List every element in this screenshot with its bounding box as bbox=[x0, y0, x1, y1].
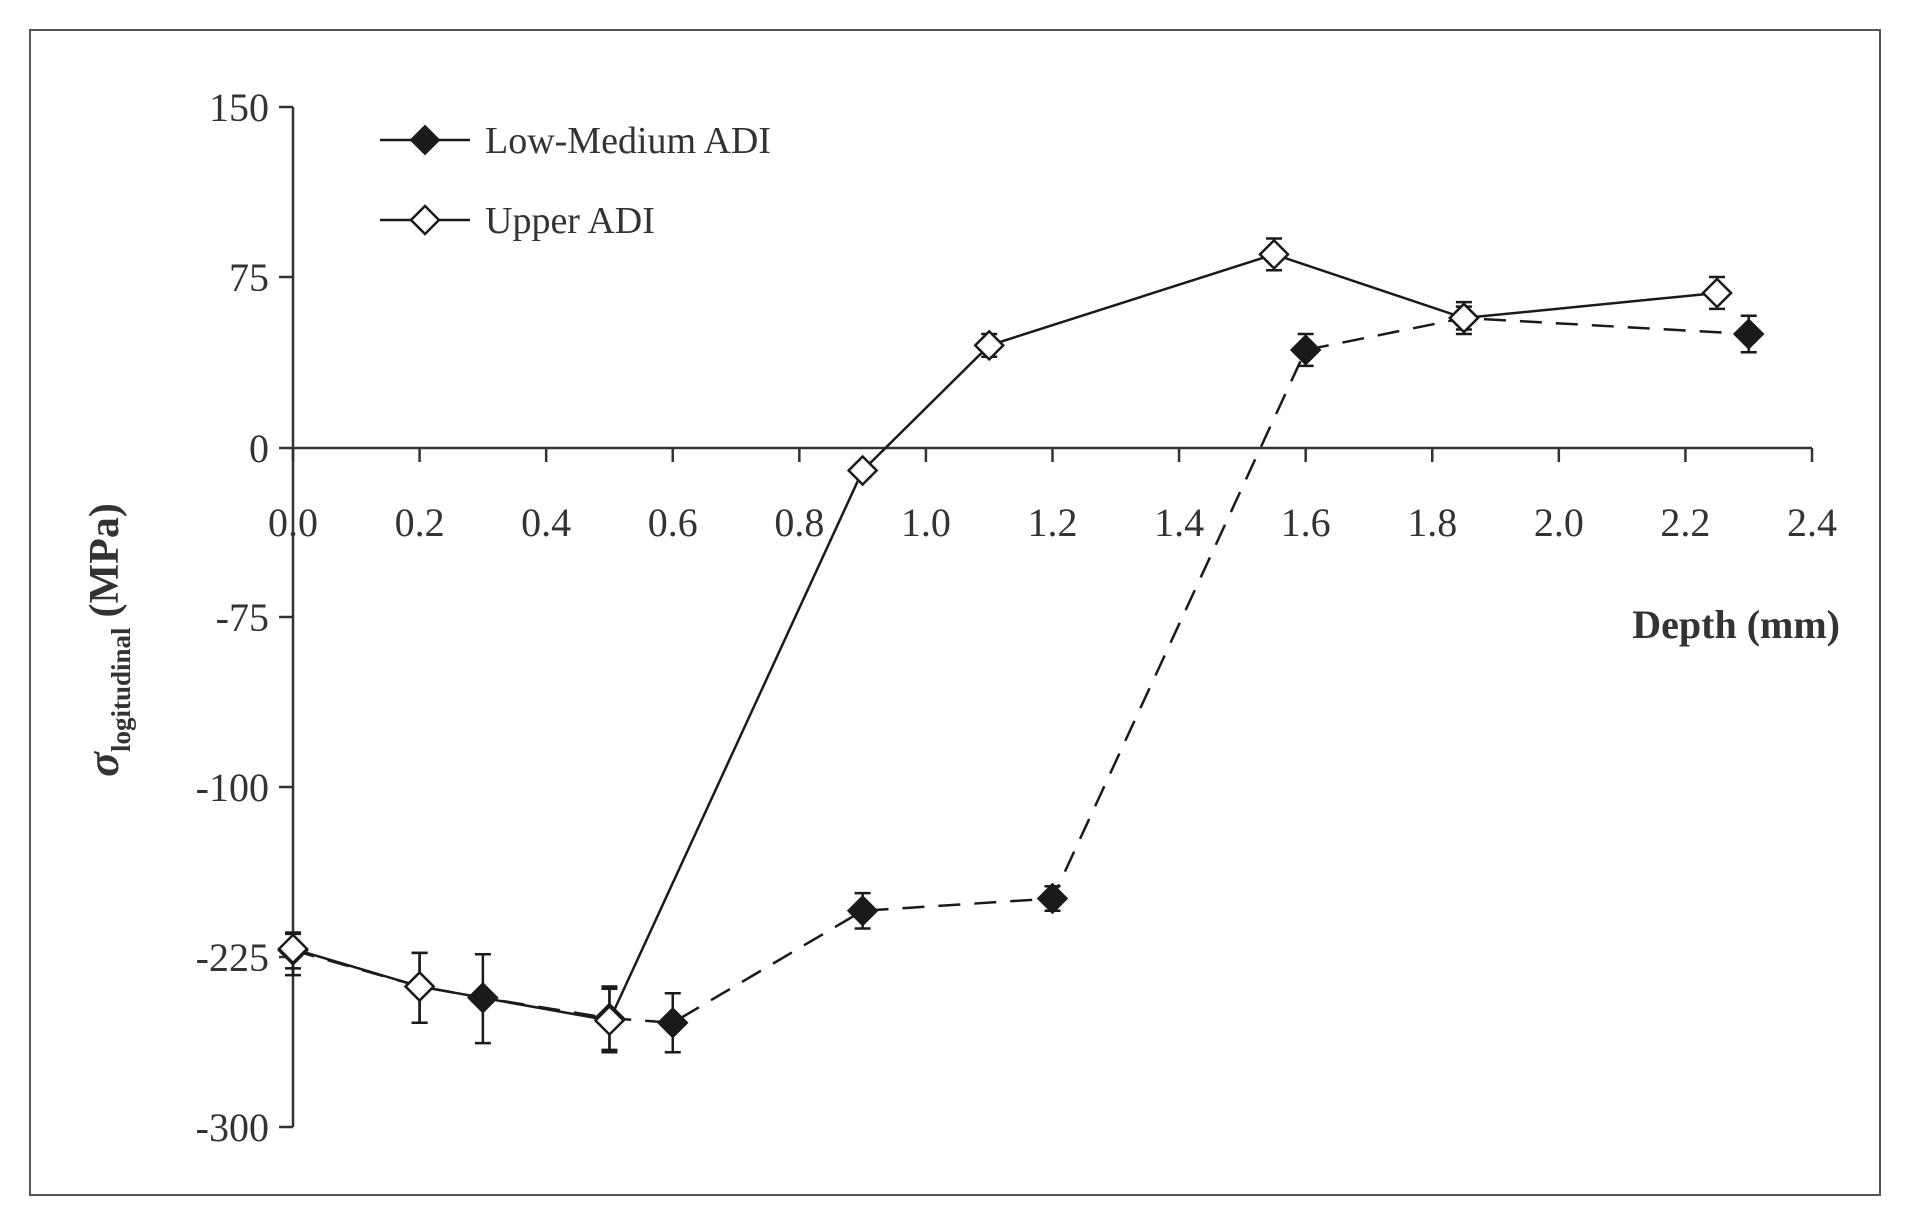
data-point-filled-diamond bbox=[846, 894, 879, 927]
legend-marker-low-medium bbox=[409, 124, 441, 156]
series-upper-adi bbox=[277, 237, 1733, 1054]
x-tick-label: 0.8 bbox=[774, 500, 824, 545]
data-point-filled-diamond bbox=[1732, 318, 1765, 350]
y-tick-label: -225 bbox=[196, 935, 269, 980]
legend-label-upper: Upper ADI bbox=[485, 200, 655, 242]
x-axis-title: Depth (mm) bbox=[1632, 602, 1840, 647]
x-tick-label: 0.2 bbox=[395, 500, 445, 545]
legend-label-low-medium: Low-Medium ADI bbox=[485, 120, 771, 162]
data-point-open-diamond bbox=[1448, 302, 1480, 334]
y-axis-title-subscript: logitudinal bbox=[106, 627, 136, 752]
data-point-open-diamond bbox=[1701, 277, 1733, 309]
data-point-filled-diamond bbox=[1289, 334, 1322, 366]
y-tick-label: -300 bbox=[196, 1105, 269, 1150]
svg-text:σlogitudinal(MPa): σlogitudinal (MPa) bbox=[77, 503, 136, 777]
y-tick-label: -100 bbox=[196, 765, 269, 810]
data-point-filled-diamond bbox=[1036, 882, 1069, 915]
y-tick-label: -75 bbox=[216, 595, 269, 640]
legend-marker-upper bbox=[409, 204, 441, 236]
y-tick-label: 0 bbox=[249, 426, 269, 471]
chart-border bbox=[29, 29, 1881, 1196]
data-point-filled-diamond bbox=[656, 1006, 689, 1039]
legend: Low-Medium ADI Upper ADI bbox=[380, 120, 771, 242]
x-tick-label: 1.8 bbox=[1407, 500, 1457, 545]
x-tick-label: 0.6 bbox=[648, 500, 698, 545]
x-tick-label: 1.4 bbox=[1154, 500, 1204, 545]
data-point-open-diamond bbox=[973, 329, 1005, 362]
x-tick-label: 1.2 bbox=[1028, 500, 1078, 545]
y-tick-label: 75 bbox=[229, 255, 269, 300]
plot-area bbox=[277, 237, 1765, 1054]
x-tick-label: 2.2 bbox=[1660, 500, 1710, 545]
y-axis-title: σlogitudinal (MPa) bbox=[77, 503, 136, 777]
axes: 150 75 0 -75 -100 -225 -300 0.0 0.2 0.4 0.6 0.8 1.0 1… bbox=[196, 85, 1837, 1150]
y-axis-title-symbol: σ bbox=[77, 751, 128, 777]
series-line bbox=[292, 253, 1718, 1022]
data-point-open-diamond bbox=[403, 970, 436, 1003]
data-point-open-diamond bbox=[277, 933, 309, 965]
x-tick-label: 1.0 bbox=[901, 500, 951, 545]
x-tick-label: 2.4 bbox=[1787, 500, 1837, 545]
y-tick-label: 150 bbox=[209, 85, 269, 130]
x-tick-label: 1.6 bbox=[1281, 500, 1331, 545]
data-point-open-diamond bbox=[593, 1004, 626, 1037]
x-tick-label: 2.0 bbox=[1534, 500, 1584, 545]
data-point-open-diamond bbox=[846, 454, 879, 487]
x-tick-label: 0.4 bbox=[521, 500, 571, 545]
y-axis-title-unit: (MPa) bbox=[82, 503, 128, 617]
x-tick-label: 0.0 bbox=[268, 500, 318, 545]
data-point-open-diamond bbox=[1258, 238, 1290, 271]
